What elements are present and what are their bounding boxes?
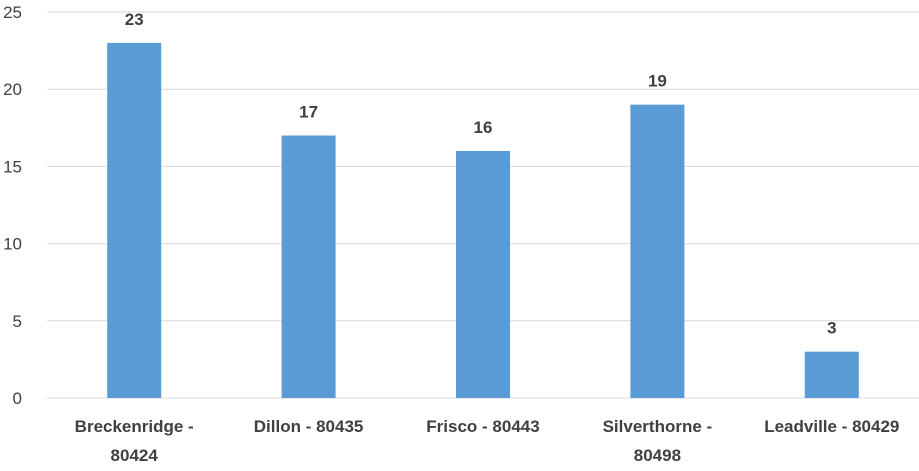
data-label: 16 <box>474 118 493 137</box>
x-category-label: Dillon - 80435 <box>254 417 364 436</box>
data-labels: 23 17 16 19 3 <box>125 10 837 338</box>
data-label: 23 <box>125 10 144 29</box>
bar <box>456 150 510 398</box>
data-label: 17 <box>299 103 318 122</box>
x-category-label: Breckenridge - <box>75 417 194 436</box>
x-category-label: Frisco - 80443 <box>426 417 539 436</box>
y-tick-label: 5 <box>13 312 22 331</box>
x-axis-categories: Breckenridge - 80424 Dillon - 80435 Frisco … <box>75 417 900 465</box>
bar <box>281 135 336 398</box>
x-category-label: 80498 <box>634 446 681 465</box>
y-tick-label: 20 <box>3 80 22 99</box>
data-label: 3 <box>827 319 836 338</box>
data-label: 19 <box>648 72 667 91</box>
x-category-label: Silverthorne - <box>603 417 713 436</box>
bar <box>630 104 685 398</box>
bar <box>804 351 859 398</box>
x-category-label: 80424 <box>111 446 159 465</box>
x-category-label: Leadville - 80429 <box>764 417 899 436</box>
y-axis-ticks: 0 5 10 15 20 25 <box>3 3 22 408</box>
y-tick-label: 15 <box>3 157 22 176</box>
y-tick-label: 10 <box>3 235 22 254</box>
bars <box>107 42 859 398</box>
bar <box>107 42 162 398</box>
y-tick-label: 25 <box>3 3 22 22</box>
y-tick-label: 0 <box>13 389 22 408</box>
